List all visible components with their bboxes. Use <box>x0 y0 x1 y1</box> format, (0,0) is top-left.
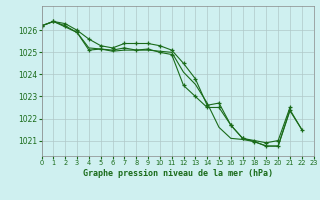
X-axis label: Graphe pression niveau de la mer (hPa): Graphe pression niveau de la mer (hPa) <box>83 169 273 178</box>
